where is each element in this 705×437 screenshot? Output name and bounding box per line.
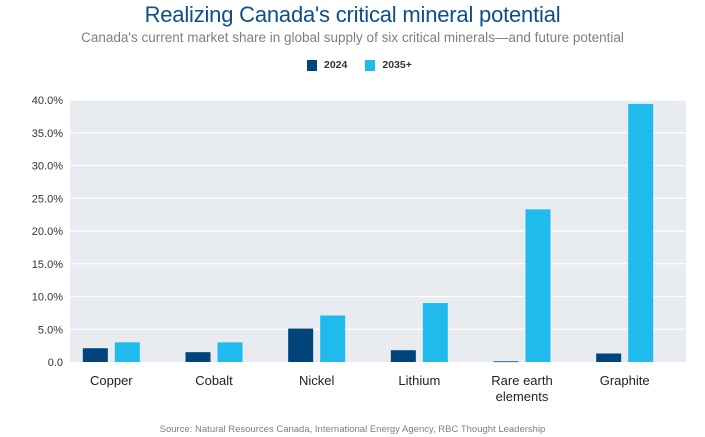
x-tick-label: Cobalt (195, 373, 233, 388)
legend-label-2035: 2035+ (382, 59, 412, 71)
x-tick-label: Rare earth (491, 373, 552, 388)
bar-2035plus-3 (422, 303, 448, 362)
y-tick-label: 40.0% (32, 95, 63, 107)
legend-item-2024: 2024 (307, 59, 347, 71)
bar-2035plus-4 (525, 209, 551, 362)
x-tick-label: Graphite (600, 373, 650, 388)
bar-2024-1 (185, 352, 211, 362)
bar-2024-4 (493, 361, 519, 363)
x-tick-label: Nickel (299, 373, 335, 388)
bar-2035plus-0 (114, 342, 140, 362)
bar-2035plus-2 (320, 315, 346, 362)
y-tick-label: 35.0% (32, 128, 63, 140)
y-tick-label: 30.0% (32, 161, 63, 173)
legend: 2024 2035+ (307, 59, 430, 71)
y-tick-label: 25.0% (32, 193, 63, 205)
y-tick-label: 0.0 (48, 357, 63, 369)
y-tick-label: 5.0% (38, 324, 63, 336)
legend-label-2024: 2024 (324, 59, 348, 71)
bar-2035plus-1 (217, 342, 243, 362)
source-note: Source: Natural Resources Canada, Intern… (159, 424, 546, 435)
legend-swatch-2035 (365, 59, 376, 71)
legend-item-2035: 2035+ (365, 59, 412, 71)
bar-2024-5 (596, 353, 622, 362)
x-tick-label: Copper (90, 373, 133, 388)
chart-title: Realizing Canada's critical mineral pote… (144, 2, 561, 27)
y-tick-label: 20.0% (32, 226, 63, 238)
chart-subtitle: Canada's current market share in global … (81, 30, 624, 45)
x-tick-label: Lithium (398, 373, 440, 388)
y-tick-label: 10.0% (32, 292, 63, 304)
y-tick-label: 15.0% (32, 259, 63, 271)
legend-swatch-2024 (307, 59, 317, 71)
bar-2024-0 (82, 348, 108, 362)
bar-2024-3 (390, 350, 416, 362)
bar-2024-2 (288, 328, 314, 362)
x-tick-label: elements (496, 389, 549, 404)
bar-2035plus-5 (628, 103, 654, 363)
